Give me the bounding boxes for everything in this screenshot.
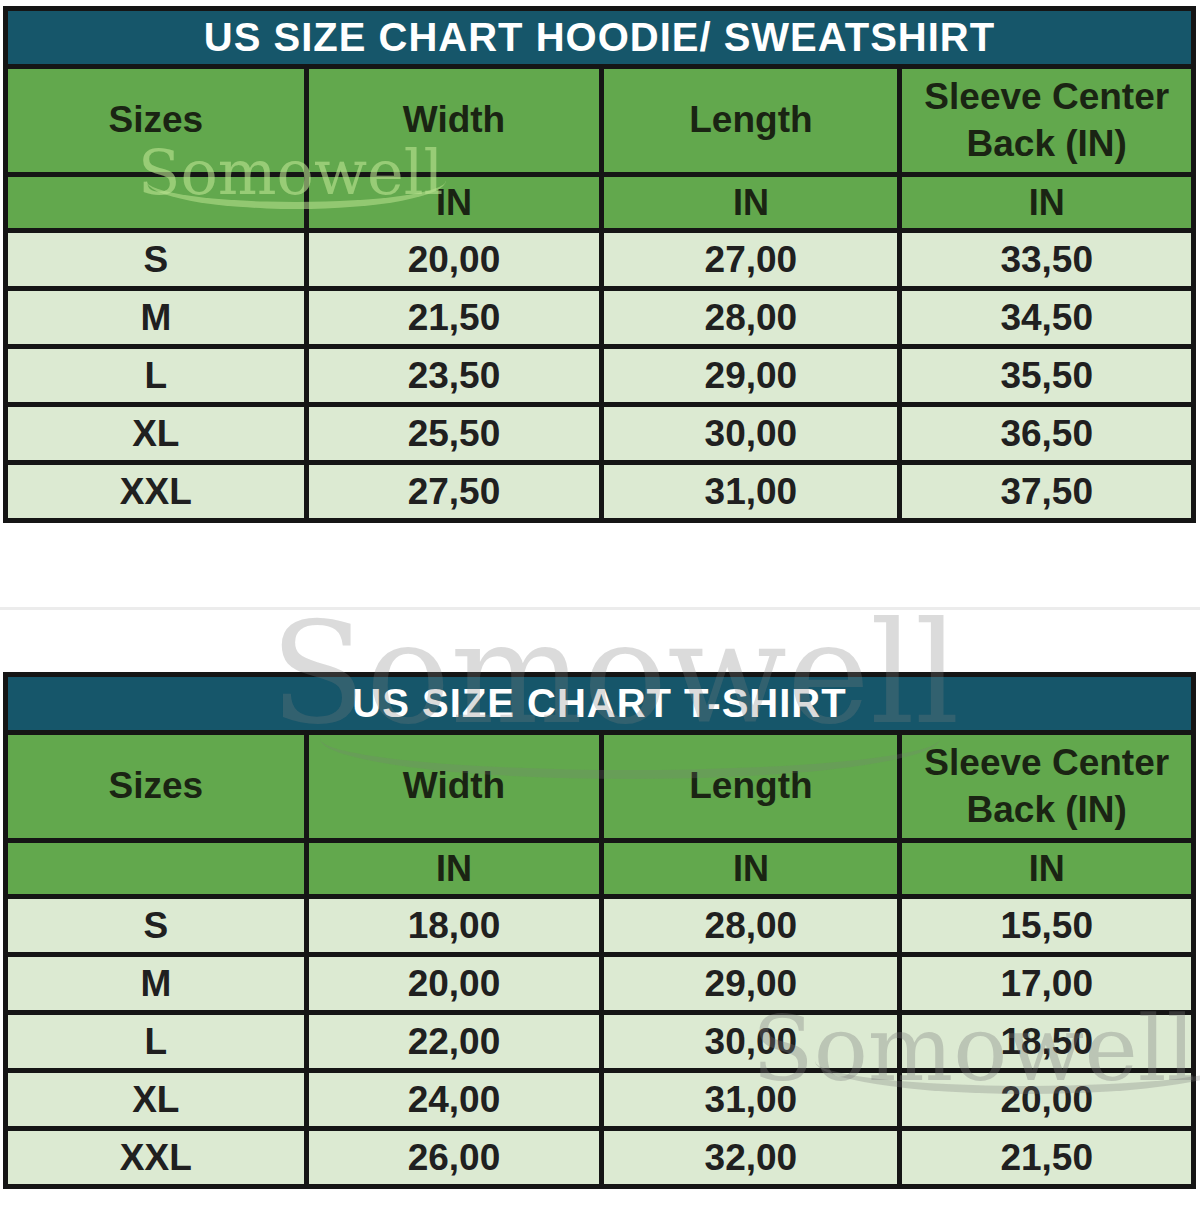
width-cell: 26,00: [306, 1129, 602, 1185]
col-header-sleeve: Sleeve Center Back (IN): [900, 735, 1191, 841]
length-cell: 28,00: [602, 289, 900, 347]
length-cell: 29,00: [602, 347, 900, 405]
header-row: Sizes Width Length Sleeve Center Back (I…: [8, 735, 1191, 841]
hoodie-table-title-bar: US SIZE CHART HOODIE/ SWEATSHIRT: [8, 11, 1191, 69]
size-cell: L: [8, 347, 306, 405]
sleeve-cell: 21,50: [900, 1129, 1191, 1185]
size-cell: S: [8, 897, 306, 955]
size-cell: S: [8, 231, 306, 289]
header-row: Sizes Width Length Sleeve Center Back (I…: [8, 69, 1191, 175]
width-cell: 25,50: [306, 405, 602, 463]
unit-cell-width: IN: [306, 175, 602, 231]
unit-cell-sleeve: IN: [900, 841, 1191, 897]
size-chart-image: US SIZE CHART HOODIE/ SWEATSHIRT Sizes W…: [0, 0, 1200, 1220]
tshirt-size-table: US SIZE CHART T-SHIRT Sizes Width Length…: [3, 672, 1196, 1189]
unit-cell-length: IN: [602, 175, 900, 231]
sleeve-cell: 35,50: [900, 347, 1191, 405]
tshirt-table-title-bar: US SIZE CHART T-SHIRT: [8, 677, 1191, 735]
table-row-m: M 20,00 29,00 17,00: [8, 955, 1191, 1013]
size-cell: XL: [8, 1071, 306, 1129]
col-header-sizes: Sizes: [8, 69, 306, 175]
sleeve-cell: 20,00: [900, 1071, 1191, 1129]
table-row-l: L 22,00 30,00 18,50: [8, 1013, 1191, 1071]
unit-cell-empty: [8, 175, 306, 231]
table-row-s: S 18,00 28,00 15,50: [8, 897, 1191, 955]
unit-cell-width: IN: [306, 841, 602, 897]
size-cell: XXL: [8, 463, 306, 519]
size-cell: M: [8, 955, 306, 1013]
table-row-xl: XL 24,00 31,00 20,00: [8, 1071, 1191, 1129]
table-row-s: S 20,00 27,00 33,50: [8, 231, 1191, 289]
length-cell: 31,00: [602, 463, 900, 519]
col-header-width: Width: [306, 69, 602, 175]
length-cell: 29,00: [602, 955, 900, 1013]
length-cell: 30,00: [602, 405, 900, 463]
sleeve-cell: 37,50: [900, 463, 1191, 519]
length-cell: 28,00: [602, 897, 900, 955]
unit-cell-empty: [8, 841, 306, 897]
width-cell: 24,00: [306, 1071, 602, 1129]
unit-row: IN IN IN: [8, 841, 1191, 897]
width-cell: 27,50: [306, 463, 602, 519]
sleeve-cell: 15,50: [900, 897, 1191, 955]
width-cell: 18,00: [306, 897, 602, 955]
table-row-m: M 21,50 28,00 34,50: [8, 289, 1191, 347]
size-cell: L: [8, 1013, 306, 1071]
sleeve-cell: 34,50: [900, 289, 1191, 347]
gap-gridline: [0, 607, 1200, 610]
length-cell: 30,00: [602, 1013, 900, 1071]
hoodie-table: Sizes Width Length Sleeve Center Back (I…: [8, 69, 1191, 518]
width-cell: 22,00: [306, 1013, 602, 1071]
col-header-sizes: Sizes: [8, 735, 306, 841]
col-header-length: Length: [602, 69, 900, 175]
table-row-xl: XL 25,50 30,00 36,50: [8, 405, 1191, 463]
length-cell: 31,00: [602, 1071, 900, 1129]
width-cell: 21,50: [306, 289, 602, 347]
sleeve-cell: 36,50: [900, 405, 1191, 463]
size-cell: M: [8, 289, 306, 347]
size-cell: XL: [8, 405, 306, 463]
length-cell: 27,00: [602, 231, 900, 289]
table-row-l: L 23,50 29,00 35,50: [8, 347, 1191, 405]
width-cell: 20,00: [306, 231, 602, 289]
sleeve-cell: 18,50: [900, 1013, 1191, 1071]
col-header-width: Width: [306, 735, 602, 841]
hoodie-table-title: US SIZE CHART HOODIE/ SWEATSHIRT: [204, 15, 995, 60]
hoodie-size-table: US SIZE CHART HOODIE/ SWEATSHIRT Sizes W…: [3, 6, 1196, 523]
sleeve-cell: 17,00: [900, 955, 1191, 1013]
width-cell: 23,50: [306, 347, 602, 405]
table-row-xxl: XXL 27,50 31,00 37,50: [8, 463, 1191, 519]
width-cell: 20,00: [306, 955, 602, 1013]
sleeve-cell: 33,50: [900, 231, 1191, 289]
unit-row: IN IN IN: [8, 175, 1191, 231]
col-header-length: Length: [602, 735, 900, 841]
tshirt-table-title: US SIZE CHART T-SHIRT: [352, 681, 846, 726]
col-header-sleeve: Sleeve Center Back (IN): [900, 69, 1191, 175]
unit-cell-sleeve: IN: [900, 175, 1191, 231]
length-cell: 32,00: [602, 1129, 900, 1185]
table-row-xxl: XXL 26,00 32,00 21,50: [8, 1129, 1191, 1185]
tshirt-table: Sizes Width Length Sleeve Center Back (I…: [8, 735, 1191, 1184]
size-cell: XXL: [8, 1129, 306, 1185]
unit-cell-length: IN: [602, 841, 900, 897]
